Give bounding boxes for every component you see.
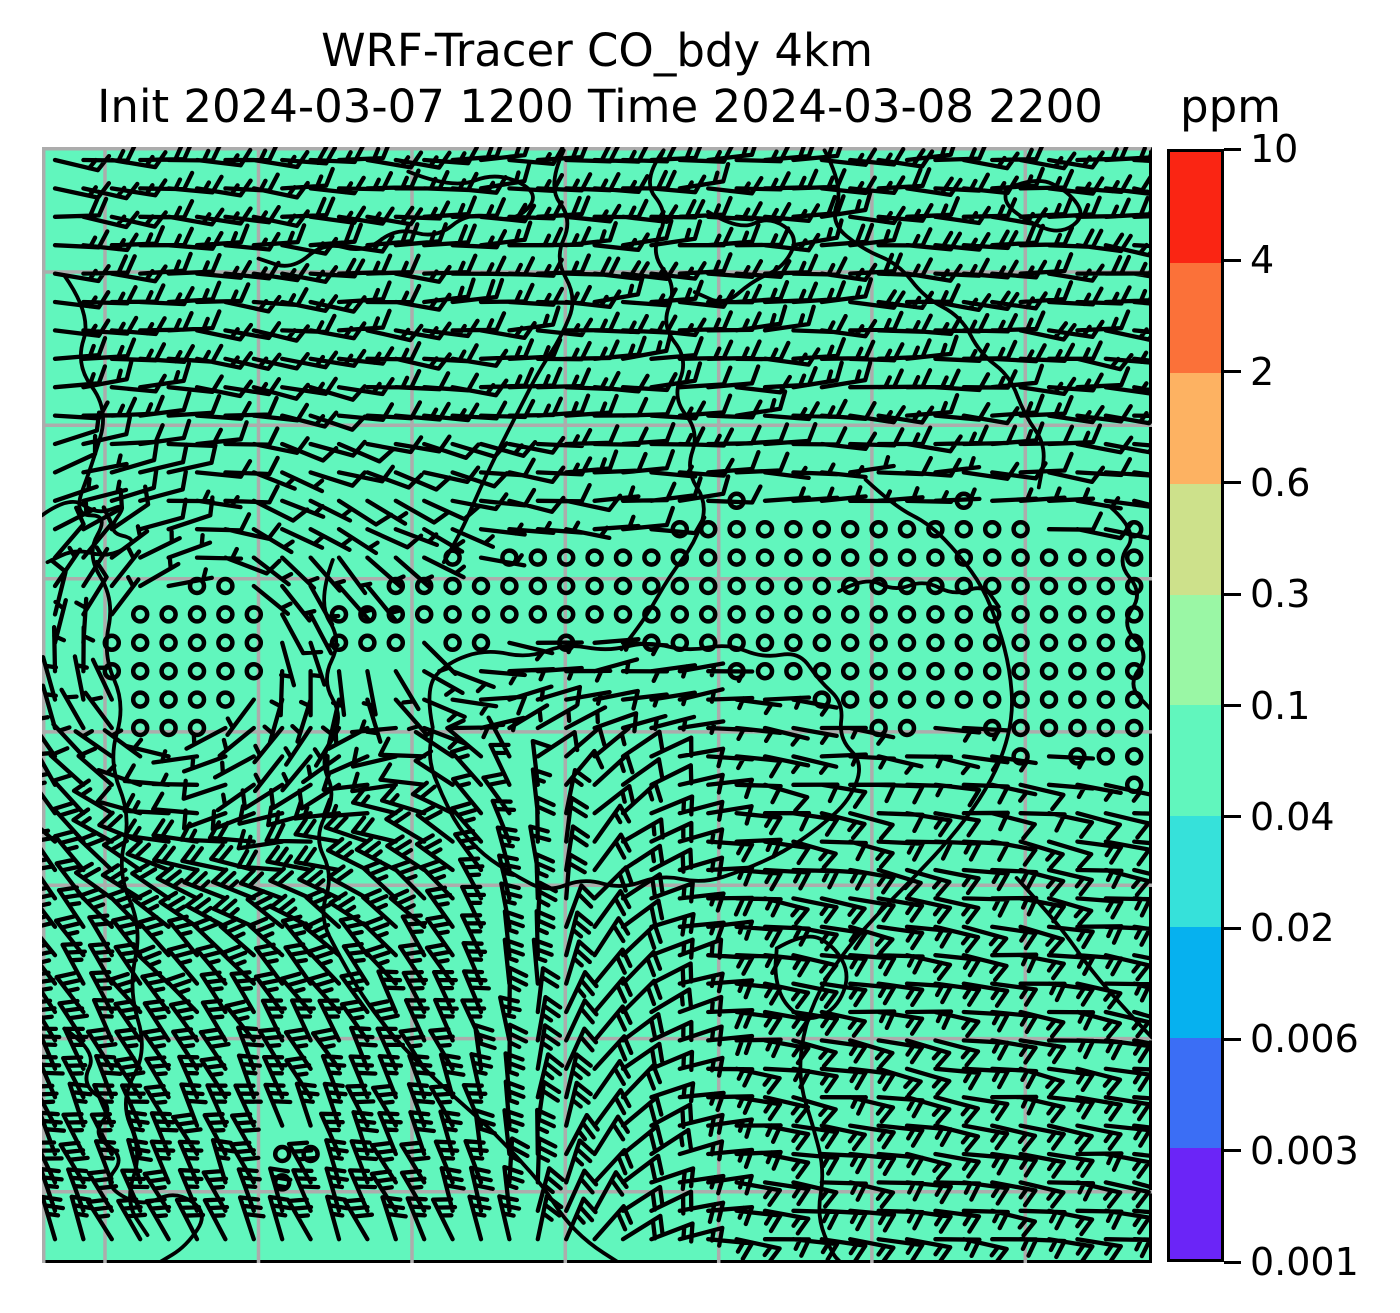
colorbar-tick	[1224, 1037, 1241, 1041]
colorbar-tick-label: 2	[1250, 349, 1275, 394]
map-canvas	[42, 147, 1152, 1263]
colorbar-segment	[1170, 1037, 1221, 1149]
colorbar-segment	[1170, 594, 1221, 706]
colorbar-segment	[1170, 262, 1221, 374]
chart-subtitle: Init 2024-03-07 1200 Time 2024-03-08 220…	[97, 80, 1103, 133]
colorbar-tick	[1224, 258, 1241, 262]
calm-wind-circles	[102, 491, 1144, 1192]
colorbar-tick	[1224, 592, 1241, 596]
colorbar-tick	[1224, 1260, 1241, 1264]
colorbar-tick-label: 0.02	[1250, 906, 1335, 951]
colorbar-tick	[1224, 815, 1241, 819]
colorbar-segment	[1170, 705, 1221, 817]
colorbar-tick	[1224, 370, 1241, 374]
wind-barbs	[42, 147, 1152, 1263]
colorbar-segment	[1170, 926, 1221, 1038]
colorbar-tick	[1224, 1149, 1241, 1153]
colorbar	[1167, 149, 1224, 1262]
coastlines	[42, 148, 1152, 1263]
colorbar-tick-label: 0.006	[1250, 1017, 1359, 1062]
colorbar-tick	[1224, 147, 1241, 151]
colorbar-tick-label: 0.001	[1250, 1240, 1359, 1284]
colorbar-unit-label: ppm	[1180, 80, 1281, 133]
colorbar-tick-label: 4	[1250, 238, 1275, 283]
colorbar-segment	[1170, 816, 1221, 927]
chart-title: WRF-Tracer CO_bdy 4km	[321, 24, 873, 77]
colorbar-tick-label: 0.3	[1250, 572, 1311, 617]
colorbar-segment	[1170, 152, 1221, 263]
colorbar-tick	[1224, 704, 1241, 707]
colorbar-segment	[1170, 484, 1221, 595]
colorbar-tick-label: 0.1	[1250, 683, 1311, 728]
colorbar-segment	[1170, 373, 1221, 485]
colorbar-tick-label: 10	[1250, 127, 1299, 171]
colorbar-segment	[1170, 1148, 1221, 1259]
colorbar-tick-label: 0.04	[1250, 794, 1335, 839]
colorbar-tick	[1224, 926, 1241, 930]
colorbar-tick	[1224, 481, 1241, 485]
colorbar-tick-label: 0.003	[1250, 1128, 1359, 1173]
colorbar-tick-label: 0.6	[1250, 460, 1311, 505]
